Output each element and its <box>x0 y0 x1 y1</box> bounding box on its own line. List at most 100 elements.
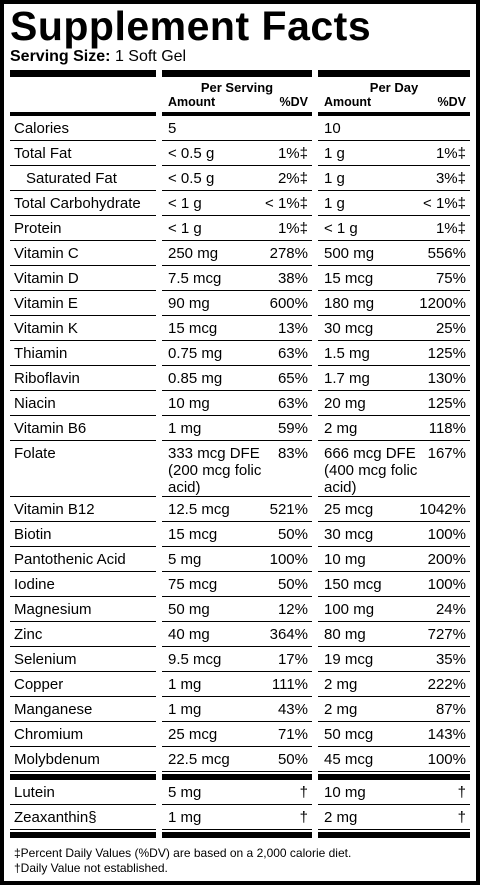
nutrient-row: Iodine 75 mcg 50% 150 mcg 100% <box>4 572 476 597</box>
serving-cell: 0.85 mg 65% <box>162 366 312 391</box>
nutrient-name: Lutein <box>10 780 156 805</box>
amount: 5 mg <box>168 784 202 801</box>
serving-cell: 50 mg 12% <box>162 597 312 622</box>
daily-value: < 1%‡ <box>423 195 466 212</box>
amount: 15 mcg <box>168 526 218 543</box>
dv-header: %DV <box>279 95 308 109</box>
serving-cell: 25 mcg 71% <box>162 722 312 747</box>
serving-cell: 7.5 mcg 38% <box>162 266 312 291</box>
day-cell: 666 mcg DFE (400 mcg folic acid) 167% <box>318 441 470 497</box>
day-cell: 1.7 mg 130% <box>318 366 470 391</box>
amount: 5 mg <box>168 551 202 568</box>
daily-value: 1042% <box>419 501 466 518</box>
serving-cell: 15 mcg 50% <box>162 522 312 547</box>
daily-value: 1%‡ <box>435 220 466 237</box>
daily-value: 13% <box>277 320 308 337</box>
daily-value: 83% <box>277 445 308 462</box>
daily-value: 1%‡ <box>277 220 308 237</box>
nutrient-row: Riboflavin 0.85 mg 65% 1.7 mg 130% <box>4 366 476 391</box>
nutrient-name: Molybdenum <box>10 747 156 772</box>
amount: 2 mg <box>324 809 358 826</box>
daily-value: 50% <box>277 526 308 543</box>
daily-value: 71% <box>277 726 308 743</box>
amount: 7.5 mcg <box>168 270 222 287</box>
daily-value: 1%‡ <box>435 145 466 162</box>
daily-value: 63% <box>277 345 308 362</box>
daily-value: 143% <box>427 726 466 743</box>
nutrient-row: Folate 333 mcg DFE (200 mcg folic acid) 83… <box>4 441 476 497</box>
daily-value: < 1%‡ <box>265 195 308 212</box>
amount: 12.5 mcg <box>168 501 230 518</box>
nutrient-name: Selenium <box>10 647 156 672</box>
nutrient-row: Chromium 25 mcg 71% 50 mcg 143% <box>4 722 476 747</box>
daily-value: 118% <box>428 420 466 437</box>
serving-cell: < 0.5 g 2%‡ <box>162 166 312 191</box>
amount: 500 mg <box>324 245 375 262</box>
amount-header: Amount <box>168 95 216 109</box>
nutrient-row: Selenium 9.5 mcg 17% 19 mcg 35% <box>4 647 476 672</box>
amount: 333 mcg DFE (200 mcg folic acid) <box>168 445 262 496</box>
daily-value: 278% <box>269 245 308 262</box>
nutrient-name: Folate <box>10 441 156 497</box>
serving-cell: 0.75 mg 63% <box>162 341 312 366</box>
section-rule <box>4 772 476 780</box>
nutrient-row: Total Carbohydrate < 1 g < 1%‡ 1 g < 1%‡ <box>4 191 476 216</box>
amount: 1 mg <box>168 809 202 826</box>
amount: 40 mg <box>168 626 210 643</box>
nutrient-rows: Calories 5 10 Total Fat < 0.5 g 1%‡ 1 g 1%‡ Satu… <box>4 116 476 772</box>
nutrient-row: Magnesium 50 mg 12% 100 mg 24% <box>4 597 476 622</box>
amount: 10 mg <box>168 395 210 412</box>
nutrient-name: Copper <box>10 672 156 697</box>
nutrient-name: Saturated Fat <box>10 166 156 191</box>
nutrient-row: Saturated Fat < 0.5 g 2%‡ 1 g 3%‡ <box>4 166 476 191</box>
column-headers: Per Serving Amount %DV Per Day Amount %DV <box>4 77 476 112</box>
nutrient-row: Total Fat < 0.5 g 1%‡ 1 g 1%‡ <box>4 141 476 166</box>
daily-value: 63% <box>277 395 308 412</box>
serving-cell: 5 mg 100% <box>162 547 312 572</box>
day-cell: 45 mcg 100% <box>318 747 470 772</box>
amount: < 0.5 g <box>168 145 215 162</box>
nutrient-row: Pantothenic Acid 5 mg 100% 10 mg 200% <box>4 547 476 572</box>
daily-value: 100% <box>269 551 308 568</box>
daily-value: 125% <box>427 395 466 412</box>
nutrient-row: Zeaxanthin§ 1 mg † 2 mg † <box>4 805 476 830</box>
nutrient-name: Protein <box>10 216 156 241</box>
amount: 0.75 mg <box>168 345 223 362</box>
column-title: Per Day <box>369 80 419 95</box>
footnote: †Daily Value not established. <box>14 861 168 875</box>
nutrient-name: Vitamin K <box>10 316 156 341</box>
serving-value: 1 Soft Gel <box>114 48 187 65</box>
amount: 50 mcg <box>324 726 374 743</box>
serving-cell: < 1 g 1%‡ <box>162 216 312 241</box>
daily-value: 59% <box>277 420 308 437</box>
daily-value: 130% <box>427 370 466 387</box>
nutrient-name: Vitamin E <box>10 291 156 316</box>
amount: 30 mcg <box>324 320 374 337</box>
daily-value: 364% <box>269 626 308 643</box>
top-bar <box>4 70 476 77</box>
daily-value: 222% <box>427 676 466 693</box>
nutrient-name: Magnesium <box>10 597 156 622</box>
amount: 80 mg <box>324 626 366 643</box>
day-cell: 2 mg 87% <box>318 697 470 722</box>
serving-cell: 1 mg 59% <box>162 416 312 441</box>
day-cell: 1 g < 1%‡ <box>318 191 470 216</box>
amount: 30 mcg <box>324 526 374 543</box>
day-cell: 10 <box>318 116 470 141</box>
daily-value: 75% <box>435 270 466 287</box>
amount: 75 mcg <box>168 576 218 593</box>
nutrient-row: Manganese 1 mg 43% 2 mg 87% <box>4 697 476 722</box>
nutrient-name: Zeaxanthin§ <box>10 805 156 830</box>
day-cell: 1 g 3%‡ <box>318 166 470 191</box>
amount: 25 mcg <box>324 501 374 518</box>
serving-cell: 9.5 mcg 17% <box>162 647 312 672</box>
daily-value: 167% <box>427 445 466 462</box>
amount: 100 mg <box>324 601 375 618</box>
amount: 1 mg <box>168 701 202 718</box>
amount: 9.5 mcg <box>168 651 222 668</box>
nutrient-row: Biotin 15 mcg 50% 30 mcg 100% <box>4 522 476 547</box>
serving-cell: 5 mg † <box>162 780 312 805</box>
serving-cell: 75 mcg 50% <box>162 572 312 597</box>
day-cell: 150 mcg 100% <box>318 572 470 597</box>
